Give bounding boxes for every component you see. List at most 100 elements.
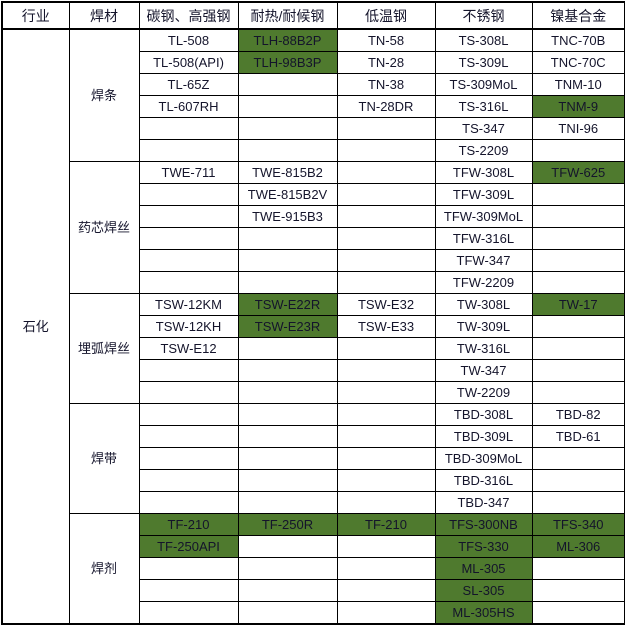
- product-cell-highlighted: ML-305: [434, 557, 533, 580]
- product-cell: TS-2209: [434, 139, 533, 162]
- table-row: TBD-316L: [2, 469, 625, 492]
- product-cell-empty: [138, 425, 239, 448]
- product-cell-empty: [237, 535, 338, 558]
- product-cell-highlighted: TF-210: [336, 513, 436, 536]
- product-cell-empty: [138, 205, 239, 228]
- product-cell-empty: [237, 249, 338, 272]
- product-cell-empty: [531, 205, 625, 228]
- product-cell-empty: [237, 271, 338, 294]
- product-cell: TSW-E33: [336, 315, 436, 338]
- product-cell-empty: [531, 337, 625, 360]
- product-cell-highlighted: TF-210: [138, 513, 239, 536]
- product-cell-empty: [531, 271, 625, 294]
- product-cell-empty: [138, 403, 239, 426]
- product-cell-empty: [237, 381, 338, 404]
- column-header-low-temperature-steel: 低温钢: [336, 1, 436, 30]
- table-row: TFW-347: [2, 249, 625, 272]
- product-cell: TL-508: [138, 28, 239, 52]
- product-cell-empty: [237, 579, 338, 602]
- product-cell: TN-28: [336, 51, 436, 74]
- table-row: 焊剂 TF-210 TF-250R TF-210 TFS-300NB TFS-340: [2, 513, 625, 625]
- table-row: 焊带 TBD-308L TBD-82: [2, 403, 625, 514]
- product-cell-empty: [336, 381, 436, 404]
- product-cell: TBD-308L: [434, 403, 533, 426]
- product-cell-empty: [138, 579, 239, 602]
- product-cell: TBD-61: [531, 425, 625, 448]
- product-cell-empty: [138, 139, 239, 162]
- product-cell-empty: [336, 271, 436, 294]
- table-row: TSW-12KH TSW-E23R TSW-E33 TW-309L: [2, 315, 625, 338]
- product-cell-empty: [336, 535, 436, 558]
- product-cell-empty: [531, 381, 625, 404]
- product-cell: TL-65Z: [138, 73, 239, 96]
- product-cell-empty: [237, 601, 338, 625]
- product-cell-empty: [138, 491, 239, 514]
- weld-material-group-cell: 焊剂: [68, 513, 140, 625]
- column-header-weld-material: 焊材: [68, 1, 140, 30]
- product-cell-highlighted: TSW-E22R: [237, 293, 338, 316]
- product-cell: TW-308L: [434, 293, 533, 316]
- product-cell: TFW-2209: [434, 271, 533, 294]
- table-row: TL-508(API) TLH-98B3P TN-28 TS-309L TNC-70C: [2, 51, 625, 74]
- product-cell: TS-309L: [434, 51, 533, 74]
- product-cell: TW-347: [434, 359, 533, 382]
- product-cell-empty: [237, 139, 338, 162]
- product-cell: TFW-308L: [434, 161, 533, 184]
- product-cell: TFW-309L: [434, 183, 533, 206]
- product-cell: TS-347: [434, 117, 533, 140]
- product-cell-empty: [138, 183, 239, 206]
- product-cell-highlighted: TW-17: [531, 293, 625, 316]
- header-row: 行业 焊材 碳钢、高强钢 耐热/耐候钢 低温钢 不锈钢 镍基合金: [1, 1, 625, 30]
- product-cell-empty: [237, 425, 338, 448]
- product-cell-empty: [336, 601, 436, 625]
- product-cell-empty: [531, 491, 625, 514]
- product-cell-empty: [531, 579, 625, 602]
- table-body: 石化 焊条 TL-508 TLH-88B2P TN-58 TS-308L TNC-70B TL…: [1, 28, 625, 625]
- product-cell: TWE-915B3: [237, 205, 338, 228]
- product-cell-empty: [336, 249, 436, 272]
- product-cell-empty: [237, 117, 338, 140]
- product-cell-empty: [531, 315, 625, 338]
- product-cell-highlighted: TFS-340: [531, 513, 625, 536]
- table-row: TFW-2209: [2, 271, 625, 294]
- product-cell-empty: [531, 601, 625, 625]
- product-cell: TNC-70C: [531, 51, 625, 74]
- product-cell-empty: [138, 381, 239, 404]
- product-cell-highlighted: TSW-E23R: [237, 315, 338, 338]
- product-cell: TN-28DR: [336, 95, 436, 118]
- product-cell-highlighted: TLH-98B3P: [237, 51, 338, 74]
- product-cell-empty: [138, 447, 239, 470]
- column-header-stainless-steel: 不锈钢: [434, 1, 533, 30]
- product-cell: TW-309L: [434, 315, 533, 338]
- product-cell-empty: [336, 183, 436, 206]
- product-cell-empty: [336, 117, 436, 140]
- product-cell: TSW-E32: [336, 293, 436, 316]
- product-cell-empty: [237, 337, 338, 360]
- product-cell-empty: [336, 469, 436, 492]
- column-header-carbon-high-strength-steel: 碳钢、高强钢: [138, 1, 239, 30]
- product-cell-empty: [531, 227, 625, 250]
- product-cell-highlighted: ML-306: [531, 535, 625, 558]
- product-cell-highlighted: TFW-625: [531, 161, 625, 184]
- weld-material-group-cell: 药芯焊丝: [68, 161, 140, 294]
- product-cell-empty: [336, 491, 436, 514]
- product-cell-highlighted: SL-305: [434, 579, 533, 602]
- product-cell-highlighted: ML-305HS: [434, 601, 533, 625]
- product-cell-highlighted: TFS-330: [434, 535, 533, 558]
- industry-cell: 石化: [1, 28, 70, 625]
- product-cell-empty: [138, 469, 239, 492]
- table-row: TWE-815B2V TFW-309L: [2, 183, 625, 206]
- product-cell-empty: [138, 227, 239, 250]
- column-header-nickel-base-alloy: 镍基合金: [531, 1, 625, 30]
- product-cell-empty: [531, 183, 625, 206]
- product-cell: TL-508(API): [138, 51, 239, 74]
- product-cell-empty: [531, 469, 625, 492]
- product-cell-empty: [138, 601, 239, 625]
- product-cell: TBD-347: [434, 491, 533, 514]
- table-row: TS-2209: [2, 139, 625, 162]
- product-cell: TW-2209: [434, 381, 533, 404]
- product-cell: TFW-316L: [434, 227, 533, 250]
- product-cell: TN-38: [336, 73, 436, 96]
- product-cell-empty: [237, 491, 338, 514]
